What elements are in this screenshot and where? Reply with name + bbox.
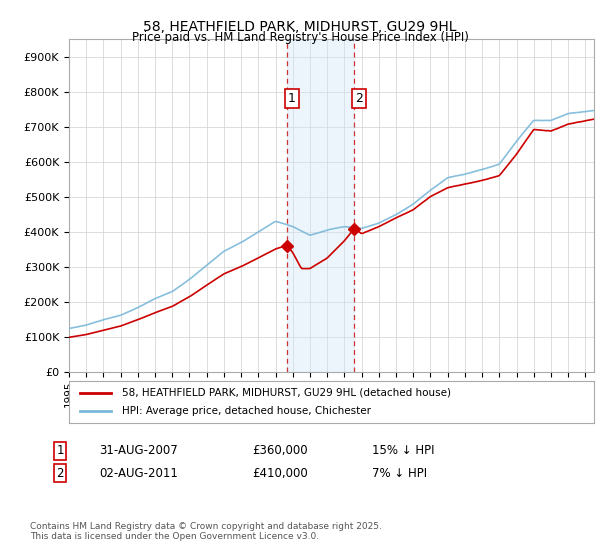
Text: Contains HM Land Registry data © Crown copyright and database right 2025.
This d: Contains HM Land Registry data © Crown c…	[30, 522, 382, 542]
Text: 2: 2	[56, 466, 64, 480]
Text: 58, HEATHFIELD PARK, MIDHURST, GU29 9HL (detached house): 58, HEATHFIELD PARK, MIDHURST, GU29 9HL …	[121, 388, 451, 398]
Text: 15% ↓ HPI: 15% ↓ HPI	[372, 444, 434, 458]
Text: Price paid vs. HM Land Registry's House Price Index (HPI): Price paid vs. HM Land Registry's House …	[131, 31, 469, 44]
Text: 02-AUG-2011: 02-AUG-2011	[99, 466, 178, 480]
Text: HPI: Average price, detached house, Chichester: HPI: Average price, detached house, Chic…	[121, 406, 371, 416]
Text: 7% ↓ HPI: 7% ↓ HPI	[372, 466, 427, 480]
Text: 1: 1	[288, 92, 296, 105]
Text: £410,000: £410,000	[252, 466, 308, 480]
Text: 1: 1	[56, 444, 64, 458]
Text: 31-AUG-2007: 31-AUG-2007	[99, 444, 178, 458]
Bar	[287, 39, 355, 372]
Text: 58, HEATHFIELD PARK, MIDHURST, GU29 9HL: 58, HEATHFIELD PARK, MIDHURST, GU29 9HL	[143, 20, 457, 34]
Text: 2: 2	[355, 92, 363, 105]
Text: £360,000: £360,000	[252, 444, 308, 458]
